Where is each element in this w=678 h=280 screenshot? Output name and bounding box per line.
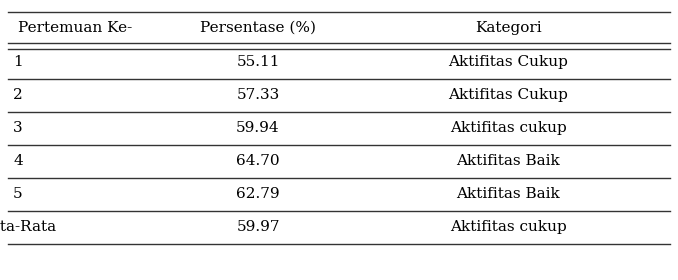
Text: 2: 2 [13, 88, 23, 102]
Text: 1: 1 [13, 55, 23, 69]
Text: 5: 5 [13, 187, 23, 201]
Text: Aktifitas Baik: Aktifitas Baik [456, 187, 560, 201]
Text: 59.94: 59.94 [236, 121, 280, 135]
Text: 64.70: 64.70 [236, 154, 280, 168]
Text: 55.11: 55.11 [236, 55, 280, 69]
Text: 4: 4 [13, 154, 23, 168]
Text: 59.97: 59.97 [236, 220, 280, 234]
Text: Aktifitas Cukup: Aktifitas Cukup [448, 88, 568, 102]
Text: 62.79: 62.79 [236, 187, 280, 201]
Text: Aktifitas cukup: Aktifitas cukup [450, 220, 566, 234]
Text: Aktifitas cukup: Aktifitas cukup [450, 121, 566, 135]
Text: Persentase (%): Persentase (%) [200, 21, 316, 35]
Text: Aktifitas Baik: Aktifitas Baik [456, 154, 560, 168]
Text: Rata-Rata: Rata-Rata [0, 220, 56, 234]
Text: 57.33: 57.33 [237, 88, 279, 102]
Text: Kategori: Kategori [475, 21, 541, 35]
Text: Aktifitas Cukup: Aktifitas Cukup [448, 55, 568, 69]
Text: Pertemuan Ke-: Pertemuan Ke- [18, 21, 132, 35]
Text: 3: 3 [13, 121, 23, 135]
